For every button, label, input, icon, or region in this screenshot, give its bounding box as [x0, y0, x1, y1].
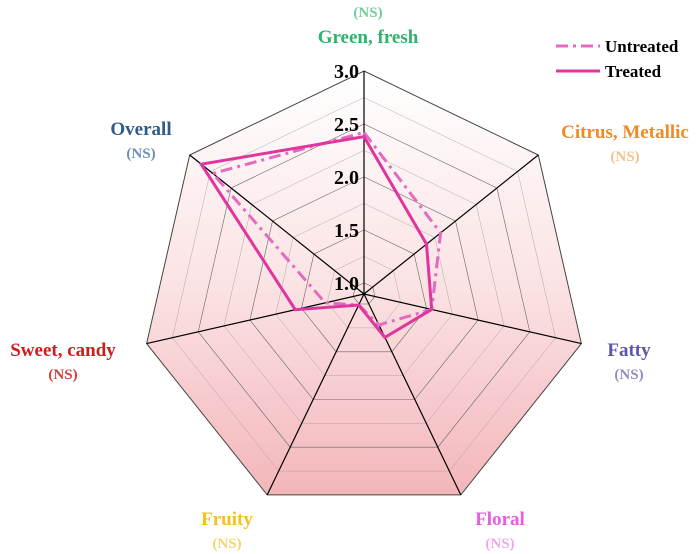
- radar-axis-labels: Green, fresh (NS) Citrus, Metallic (NS) Fatt…: [10, 5, 689, 552]
- axis-label-sweet-candy: Sweet, candy: [10, 340, 116, 361]
- tick-label: 2.0: [334, 167, 359, 189]
- axis-label-floral: Floral: [475, 509, 525, 530]
- axis-significance-overall: (NS): [126, 146, 155, 162]
- axis-significance-fatty: (NS): [614, 367, 643, 383]
- axis-significance-green-fresh: (NS): [353, 5, 382, 21]
- axis-significance-sweet-candy: (NS): [48, 367, 77, 383]
- grid-ring-minor: [327, 256, 401, 329]
- axis-label-fruity: Fruity: [201, 509, 253, 530]
- grid-ring-minor: [223, 150, 505, 424]
- grid-ring-minor: [172, 97, 556, 472]
- axis-label-citrus-metallic: Citrus, Metallic: [561, 122, 689, 143]
- tick-label: 1.0: [334, 273, 359, 295]
- tick-label: 3.0: [334, 61, 359, 83]
- axis-label-overall: Overall: [110, 119, 171, 140]
- tick-label: 2.5: [334, 114, 359, 136]
- axis-spoke: [363, 293, 462, 496]
- axis-spoke: [363, 293, 582, 345]
- axis-significance-citrus-metallic: (NS): [610, 149, 639, 165]
- axis-significance-fruity: (NS): [212, 536, 241, 552]
- legend: Untreated Treated: [556, 37, 679, 81]
- grid-ring: [352, 282, 376, 305]
- series-line-treated: [198, 135, 434, 340]
- grid-ring: [146, 70, 582, 496]
- legend-label-treated: Treated: [605, 62, 662, 81]
- axis-significance-floral: (NS): [485, 536, 514, 552]
- axis-spoke: [266, 293, 365, 496]
- grid-ring: [301, 229, 427, 353]
- radar-tick-labels: 1.0 1.5 2.0 2.5 3.0: [334, 61, 359, 295]
- radar-series: [198, 130, 443, 340]
- legend-label-untreated: Untreated: [605, 37, 679, 56]
- axis-label-fatty: Fatty: [607, 340, 651, 361]
- axis-spoke: [363, 154, 539, 295]
- radar-grid: [146, 70, 582, 496]
- axis-label-green-fresh: Green, fresh: [318, 27, 419, 48]
- grid-ring: [197, 123, 531, 448]
- tick-label: 1.5: [334, 220, 359, 242]
